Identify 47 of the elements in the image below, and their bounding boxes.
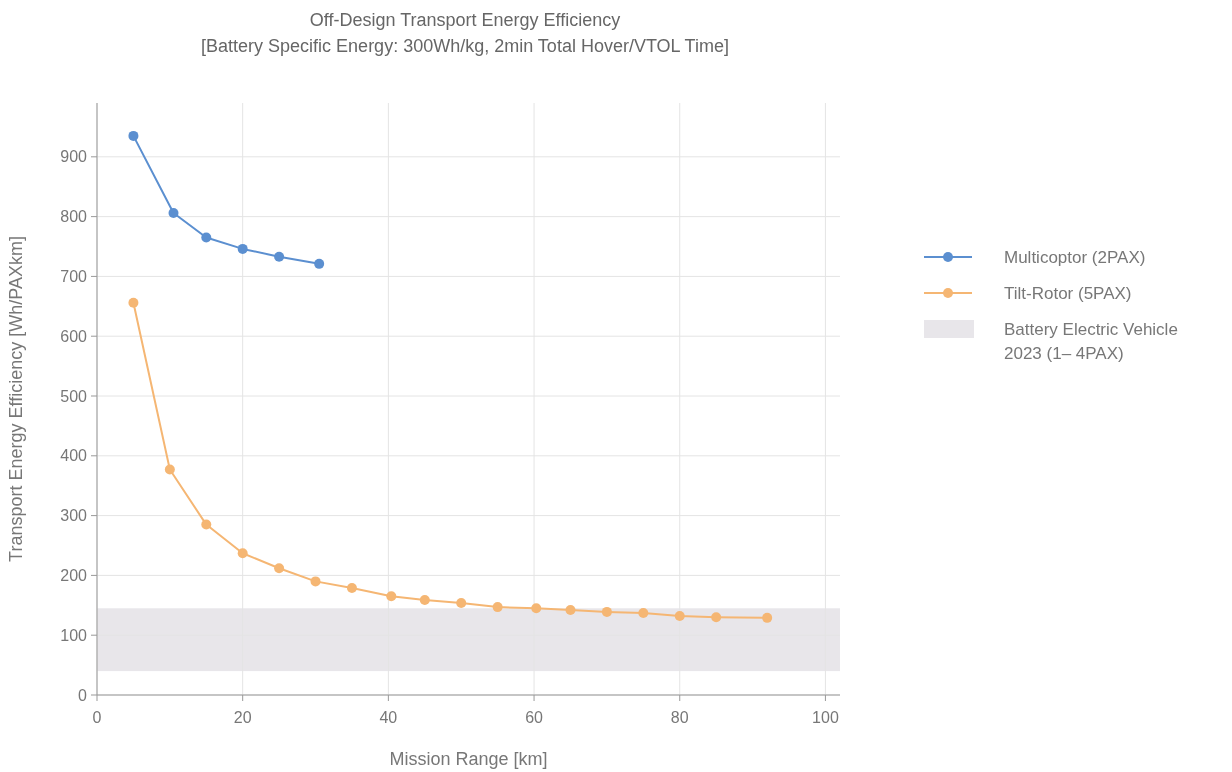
- point: [168, 208, 179, 219]
- chart-subtitle: [Battery Specific Energy: 300Wh/kg, 2min Total Hover/VTOL Time]: [201, 36, 729, 56]
- x-axis-title: Mission Range [km]: [389, 749, 548, 769]
- y-tick-label: 500: [60, 387, 88, 405]
- chart-title: Off-Design Transport Energy Efficiency: [309, 10, 621, 30]
- point: [314, 258, 325, 269]
- y-tick-label: 100: [60, 626, 88, 644]
- y-tick-label: 700: [60, 268, 88, 286]
- y-tick-label: 900: [60, 148, 88, 166]
- x-tick-label: 0: [92, 709, 102, 726]
- x-tick-label: 20: [233, 709, 252, 726]
- point: [386, 591, 397, 602]
- y-tick-label: 600: [60, 327, 88, 345]
- point: [164, 464, 175, 475]
- legend-label: Multicoptor (2PAX): [1004, 247, 1146, 267]
- point: [237, 548, 248, 559]
- y-tick-label: 400: [60, 447, 88, 465]
- point: [310, 576, 321, 587]
- y-tick-label: 0: [78, 686, 88, 704]
- point: [531, 603, 542, 614]
- point: [492, 602, 503, 613]
- point: [237, 243, 248, 254]
- point: [565, 605, 576, 616]
- y-tick-label: 300: [60, 507, 88, 525]
- point: [762, 612, 773, 623]
- y-tick-label: 200: [60, 567, 88, 584]
- point: [274, 251, 285, 262]
- legend-label: Battery Electric Vehicle 2023 (1– 4PAX): [1004, 319, 1178, 363]
- x-tick-label: 100: [812, 709, 839, 726]
- y-axis-title: Transport Energy Efficiency [Wh/PAXkm]: [6, 236, 26, 562]
- point: [346, 582, 357, 593]
- point: [201, 519, 212, 530]
- point: [128, 297, 139, 308]
- point: [201, 232, 212, 243]
- x-tick-label: 40: [379, 709, 398, 726]
- y-tick-label: 800: [60, 208, 88, 226]
- legend-label: Tilt-Rotor (5PAX): [1004, 283, 1132, 303]
- x-tick-label: 60: [525, 709, 544, 726]
- point: [601, 606, 612, 617]
- point: [128, 130, 139, 141]
- x-tick-label: 80: [670, 709, 689, 726]
- point: [456, 597, 467, 608]
- point: [711, 612, 722, 623]
- point: [638, 608, 649, 619]
- point: [274, 563, 285, 574]
- point: [419, 594, 430, 605]
- point: [674, 611, 685, 622]
